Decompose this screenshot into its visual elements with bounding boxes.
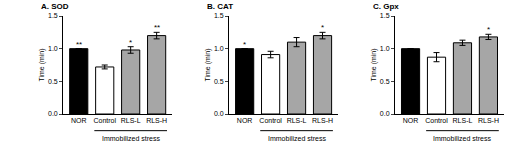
- svg-text:B. CAT: B. CAT: [207, 2, 233, 11]
- svg-text:1.5: 1.5: [214, 12, 224, 19]
- svg-text:*: *: [487, 25, 490, 34]
- svg-text:0.5: 0.5: [48, 78, 58, 85]
- svg-text:1.0: 1.0: [214, 45, 224, 52]
- svg-text:Immobilized stress: Immobilized stress: [102, 135, 160, 142]
- svg-text:Immobilized stress: Immobilized stress: [268, 135, 326, 142]
- svg-text:NOR: NOR: [403, 117, 419, 124]
- svg-text:**: **: [154, 23, 160, 32]
- svg-text:0.0: 0.0: [214, 110, 224, 117]
- svg-text:A. SOD: A. SOD: [41, 2, 69, 11]
- svg-text:*: *: [243, 40, 246, 49]
- svg-text:1.5: 1.5: [380, 12, 390, 19]
- svg-text:Time (min): Time (min): [370, 48, 378, 81]
- svg-text:0.5: 0.5: [214, 78, 224, 85]
- svg-text:1.0: 1.0: [48, 45, 58, 52]
- svg-text:RLS-H: RLS-H: [312, 117, 333, 124]
- svg-text:RLS-H: RLS-H: [478, 117, 499, 124]
- svg-text:0.5: 0.5: [380, 78, 390, 85]
- svg-text:RLS-L: RLS-L: [121, 117, 141, 124]
- svg-text:1.5: 1.5: [48, 12, 58, 19]
- svg-text:RLS-L: RLS-L: [453, 117, 473, 124]
- svg-text:Control: Control: [93, 117, 116, 124]
- svg-text:*: *: [129, 38, 132, 47]
- svg-text:Time (min): Time (min): [204, 48, 212, 81]
- svg-text:NOR: NOR: [71, 117, 87, 124]
- svg-text:*: *: [321, 23, 324, 32]
- svg-text:NOR: NOR: [237, 117, 253, 124]
- svg-text:0.0: 0.0: [380, 110, 390, 117]
- svg-text:Immobilized stress: Immobilized stress: [433, 135, 491, 142]
- svg-text:0.0: 0.0: [48, 110, 58, 117]
- svg-text:C. Gpx: C. Gpx: [373, 2, 399, 11]
- svg-text:Control: Control: [425, 117, 448, 124]
- svg-text:Time (min): Time (min): [38, 48, 46, 81]
- svg-text:Control: Control: [259, 117, 282, 124]
- svg-text:RLS-H: RLS-H: [146, 117, 167, 124]
- svg-text:**: **: [76, 40, 82, 49]
- svg-text:RLS-L: RLS-L: [287, 117, 307, 124]
- svg-text:1.0: 1.0: [380, 45, 390, 52]
